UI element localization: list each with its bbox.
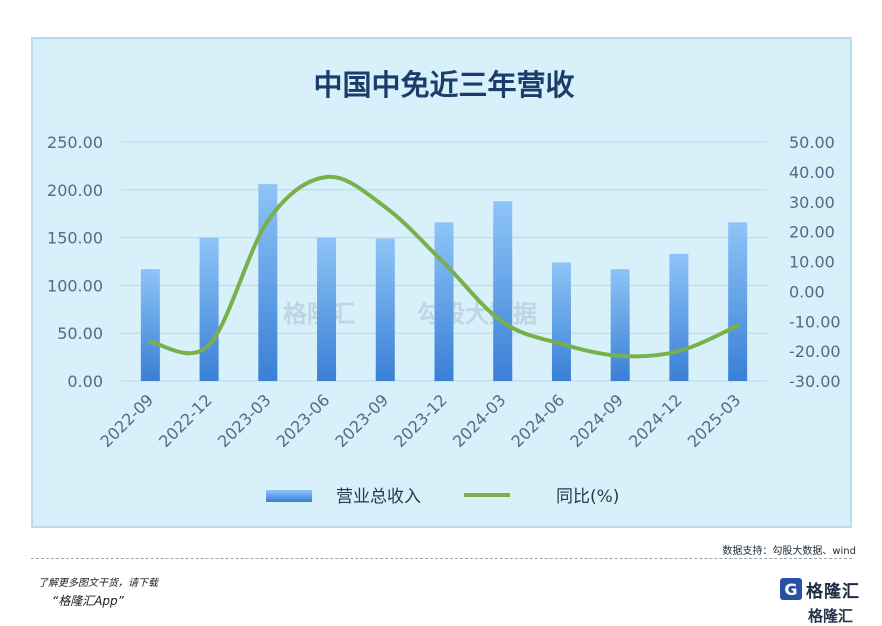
y-right-tick-label: -20.00 — [789, 342, 841, 361]
bar-revenue — [258, 184, 278, 381]
y-right-tick-label: 20.00 — [789, 223, 835, 242]
bar-revenue — [610, 269, 630, 381]
bar-revenue — [669, 253, 689, 381]
promo-app-name: “格隆汇App” — [52, 594, 124, 608]
data-source-text: 数据支持：勾股大数据、wind — [722, 546, 856, 557]
bar-revenue — [199, 237, 219, 381]
y-left-tick-label: 100.00 — [47, 276, 103, 295]
brand-watermark: 格隆汇 — [808, 607, 854, 625]
x-tick-label: 2024-12 — [625, 390, 686, 451]
bar-revenue — [140, 269, 160, 381]
y-right-tick-label: -30.00 — [789, 372, 841, 391]
bar-revenue — [317, 237, 337, 381]
y-right-tick-label: 10.00 — [789, 253, 835, 272]
x-tick-label: 2024-06 — [508, 390, 569, 451]
x-tick-label: 2023-03 — [214, 390, 275, 451]
y-right-tick-label: -10.00 — [789, 312, 841, 331]
y-left-tick-label: 150.00 — [47, 229, 103, 248]
x-tick-label: 2022-09 — [96, 390, 157, 451]
bar-revenue — [728, 222, 748, 381]
chart-svg: 中国中免近三年营收 0.00 50.00 100.00 150.00 200.00 250.… — [47, 68, 841, 507]
y-left-tick-label: 200.00 — [47, 181, 103, 200]
bar-revenue — [551, 262, 571, 381]
footer-divider — [31, 558, 852, 559]
y-left-tick-label: 250.00 — [47, 133, 103, 152]
x-tick-label: 2023-09 — [331, 390, 392, 451]
bar-revenue — [375, 238, 395, 381]
legend-line-label: 同比(%) — [556, 487, 619, 507]
bar-revenue — [493, 201, 513, 381]
x-tick-label: 2022-12 — [155, 390, 216, 451]
brand-logo: G 格隆汇 — [780, 575, 860, 603]
bar-revenue — [434, 222, 454, 381]
chart-panel: 中国中免近三年营收 0.00 50.00 100.00 150.00 200.00 250.… — [31, 37, 852, 528]
y-right-tick-label: 30.00 — [789, 193, 835, 212]
y-right-tick-label: 50.00 — [789, 133, 835, 152]
y-right-tick-label: 0.00 — [789, 282, 825, 301]
brand-mark-icon: G — [780, 578, 802, 600]
y-left-tick-label: 0.00 — [67, 372, 103, 391]
legend-bar-swatch — [266, 490, 312, 502]
x-tick-label: 2023-12 — [390, 390, 451, 451]
brand-name: 格隆汇 — [806, 581, 860, 602]
promo-text: 了解更多图文干货，请下载 — [38, 578, 158, 589]
x-tick-label: 2024-09 — [566, 390, 627, 451]
x-tick-label: 2025-03 — [684, 390, 745, 451]
yoy-line — [148, 174, 740, 359]
legend-bar-label: 营业总收入 — [336, 487, 421, 507]
x-tick-label: 2024-03 — [449, 390, 510, 451]
y-right-tick-label: 40.00 — [789, 163, 835, 182]
chart-title: 中国中免近三年营收 — [313, 68, 574, 102]
x-tick-label: 2023-06 — [273, 390, 334, 451]
y-left-tick-label: 50.00 — [57, 324, 103, 343]
